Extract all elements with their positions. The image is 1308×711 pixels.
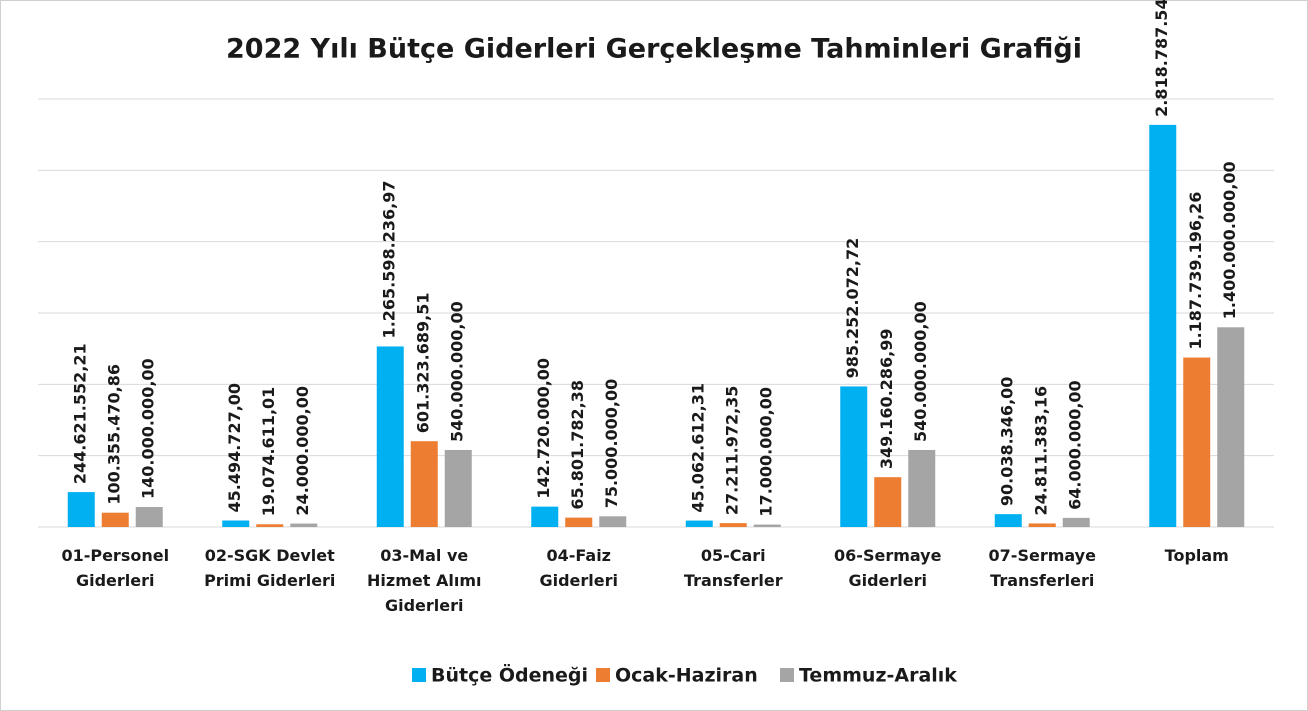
bar: [565, 517, 593, 527]
legend-label: Ocak-Haziran: [615, 665, 758, 687]
bar: [135, 507, 163, 527]
x-tick-label: 02-SGK Devlet Primi Giderleri: [204, 546, 336, 590]
data-label: 1.265.598.236,97: [380, 181, 399, 339]
data-label: 244.621.552,21: [71, 343, 90, 484]
data-label: 45.494.727,00: [225, 383, 244, 513]
bar: [101, 512, 129, 527]
bar: [67, 492, 95, 527]
data-label: 142.720.000,00: [534, 358, 553, 499]
legend-swatch: [596, 668, 610, 682]
bar: [874, 477, 902, 527]
bar: [290, 523, 318, 527]
data-label: 100.355.470,86: [105, 364, 124, 505]
x-tick-label: 06-Sermaye Giderleri: [834, 546, 942, 590]
bar: [753, 524, 781, 527]
x-tick-label: 07-Sermaye Transferleri: [988, 546, 1096, 590]
bar: [908, 449, 936, 527]
data-label: 45.062.612,31: [689, 383, 708, 513]
bar: [410, 441, 438, 527]
bar: [531, 506, 559, 527]
bar: [444, 449, 472, 527]
data-label: 90.038.346,00: [998, 377, 1017, 507]
data-label: 24.811.383,16: [1032, 386, 1051, 516]
bar: [1062, 517, 1090, 527]
data-label: 24.000.000,00: [293, 386, 312, 516]
bar: [599, 516, 627, 527]
data-label: 65.801.782,38: [568, 380, 587, 510]
data-label: 540.000.000,00: [911, 301, 930, 442]
legend-label: Bütçe Ödeneği: [431, 663, 588, 687]
bar: [685, 520, 713, 527]
chart-title: 2022 Yılı Bütçe Giderleri Gerçekleşme Ta…: [226, 34, 1082, 65]
bar: [1149, 124, 1177, 528]
data-label: 75.000.000,00: [602, 379, 621, 509]
bar: [256, 524, 284, 527]
bar: [719, 523, 747, 527]
data-label: 64.000.000,00: [1066, 380, 1085, 510]
data-label: 540.000.000,00: [448, 301, 467, 442]
x-tick-label: Toplam: [1164, 546, 1229, 565]
bar: [1217, 327, 1245, 527]
data-label: 2.818.787.547,21: [1152, 0, 1171, 117]
x-tick-label: 01-Personel Giderleri: [61, 546, 170, 590]
data-label: 27.211.972,35: [723, 386, 742, 516]
bar: [222, 520, 250, 527]
x-tick-label: 05-Cari Transferler: [683, 546, 783, 590]
data-label: 19.074.611,01: [259, 387, 278, 517]
bar: [376, 346, 404, 527]
legend-label: Temmuz-Aralık: [799, 665, 957, 687]
bar: [840, 386, 868, 527]
data-label: 349.160.286,99: [877, 328, 896, 469]
data-label: 1.400.000.000,00: [1220, 161, 1239, 319]
data-label: 1.187.739.196,26: [1186, 192, 1205, 350]
x-tick-label: 03-Mal ve Hizmet Alımı Giderleri: [367, 546, 482, 615]
bar: [1028, 523, 1056, 527]
data-label: 17.000.000,00: [757, 387, 776, 517]
data-label: 140.000.000,00: [139, 358, 158, 499]
bar: [994, 514, 1022, 527]
data-label: 985.252.072,72: [843, 238, 862, 379]
bar: [1183, 357, 1211, 527]
x-tick-label: 04-Faiz Giderleri: [539, 546, 619, 590]
data-label: 601.323.689,51: [414, 293, 433, 434]
legend-swatch: [780, 668, 794, 682]
legend-swatch: [412, 668, 426, 682]
